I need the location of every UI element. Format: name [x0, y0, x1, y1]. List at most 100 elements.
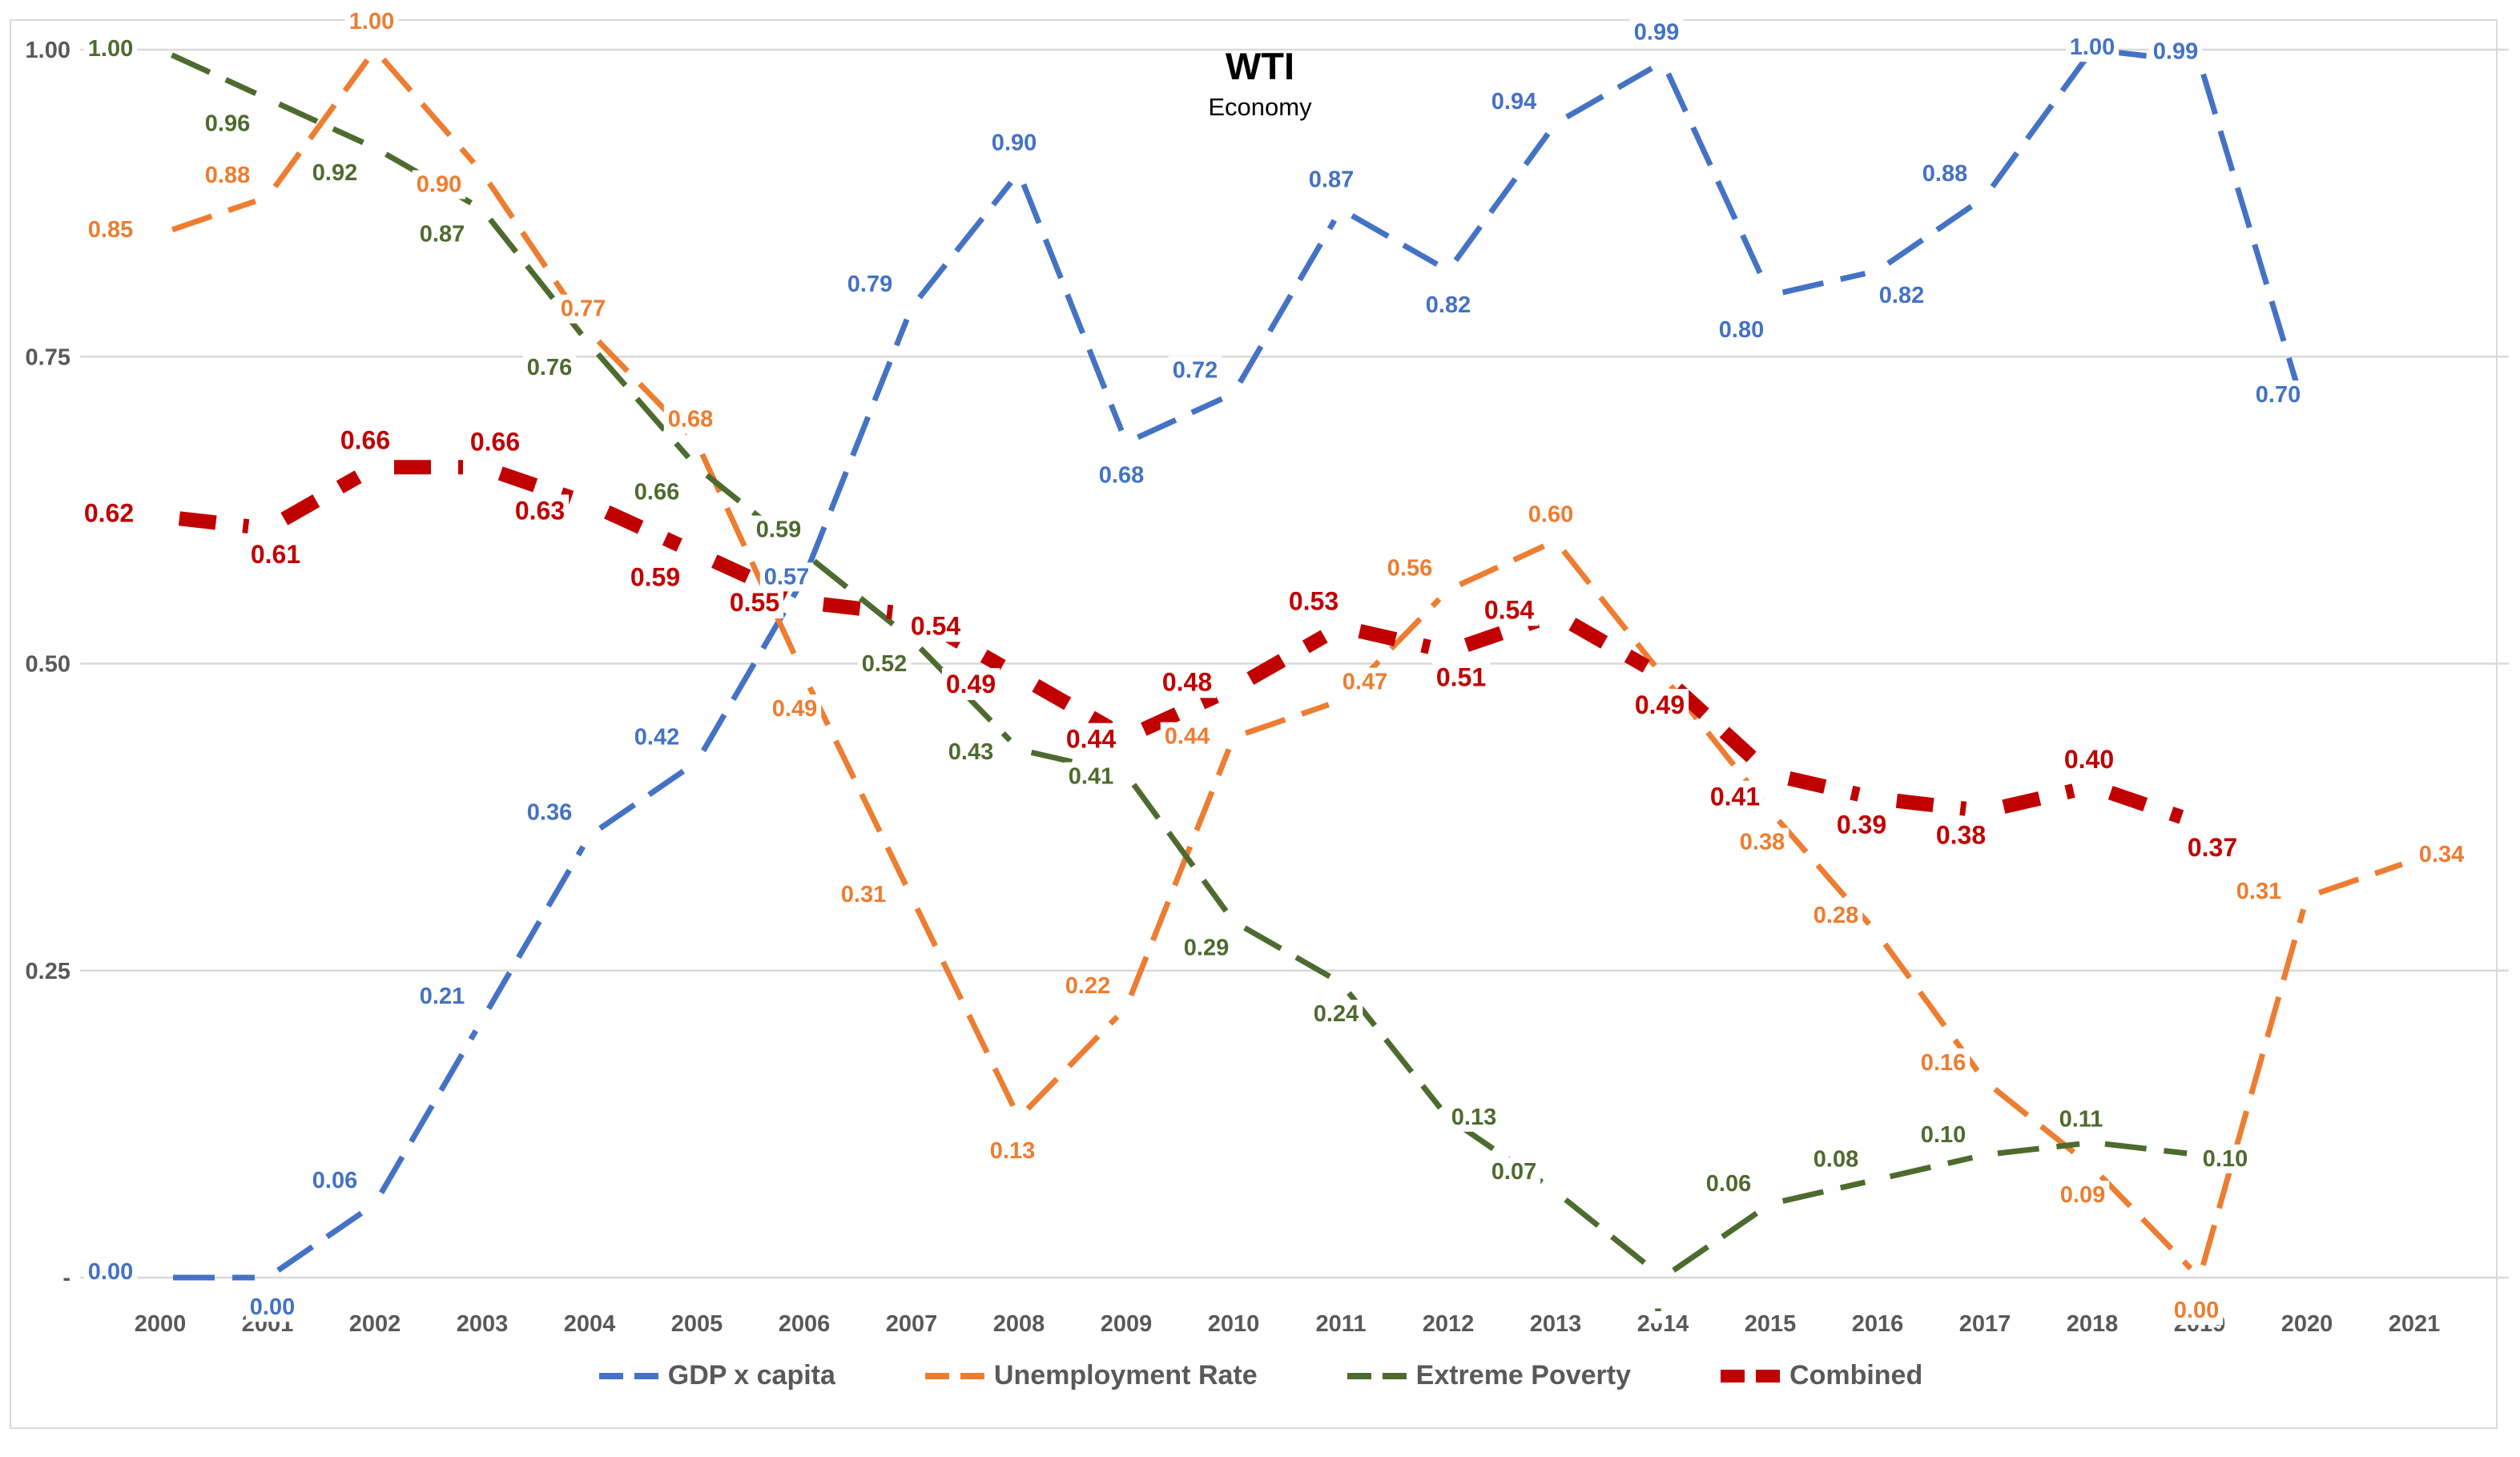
data-label: 0.68 — [1099, 463, 1144, 489]
data-label: 0.49 — [946, 670, 996, 698]
svg-text:2017: 2017 — [1959, 1311, 2011, 1337]
data-label: 0.29 — [1184, 936, 1229, 961]
svg-text:2008: 2008 — [993, 1311, 1045, 1337]
svg-text:2012: 2012 — [1423, 1311, 1475, 1337]
data-label: 0.34 — [2419, 842, 2464, 867]
svg-text:2000: 2000 — [135, 1311, 187, 1337]
data-label: 0.49 — [772, 696, 817, 722]
svg-text:2011: 2011 — [1316, 1311, 1367, 1337]
data-label: 0.13 — [990, 1138, 1035, 1164]
data-label: 0.49 — [1635, 690, 1685, 719]
svg-text:1.00: 1.00 — [26, 38, 70, 63]
data-label: 0.59 — [630, 563, 680, 592]
data-label: 0.55 — [730, 588, 779, 617]
chart-frame — [10, 19, 2498, 1429]
data-label: 0.00 — [250, 1294, 295, 1320]
data-label: 0.38 — [1740, 830, 1785, 855]
legend-marker-combined — [1721, 1369, 1782, 1383]
svg-text:-: - — [62, 1266, 70, 1291]
data-label: 0.76 — [527, 355, 572, 380]
svg-text:2013: 2013 — [1530, 1311, 1582, 1337]
data-label: 0.37 — [2188, 833, 2237, 862]
data-label: 0.87 — [420, 221, 465, 247]
data-label: 0.08 — [1814, 1147, 1858, 1173]
data-label: 0.82 — [1426, 292, 1471, 318]
data-labels-gdp-x-capita: 0.00 0.00 0.06 0.21 0.36 0.42 0.57 0.79 0.90 0.68… — [83, 18, 2305, 1322]
svg-text:2004: 2004 — [564, 1311, 616, 1337]
data-label: 0.61 — [251, 540, 300, 569]
data-label: 0.39 — [1837, 810, 1886, 839]
svg-text:0.75: 0.75 — [26, 344, 70, 370]
data-label: 0.10 — [2203, 1146, 2248, 1172]
svg-text:2010: 2010 — [1208, 1311, 1260, 1337]
data-label: 0.85 — [88, 217, 133, 243]
data-label: 0.43 — [948, 739, 993, 765]
svg-text:2021: 2021 — [2389, 1311, 2441, 1337]
data-label: 0.60 — [1528, 501, 1573, 527]
data-label: 0.31 — [2236, 879, 2281, 904]
legend-item-unemployment-rate: Unemployment Rate — [924, 1360, 1258, 1391]
data-label: 0.66 — [634, 479, 679, 505]
data-label: 0.66 — [470, 427, 520, 456]
svg-text:2005: 2005 — [671, 1311, 723, 1337]
data-label: 0.80 — [1719, 317, 1764, 343]
data-label: 0.62 — [84, 499, 134, 528]
data-label: 0.63 — [515, 496, 565, 525]
svg-text:2002: 2002 — [349, 1311, 401, 1337]
data-label: 0.77 — [561, 296, 606, 322]
svg-text:2018: 2018 — [2067, 1311, 2119, 1337]
svg-text:0.25: 0.25 — [26, 959, 70, 984]
data-label: 0.44 — [1066, 725, 1116, 754]
data-label: 0.38 — [1936, 821, 1986, 850]
svg-text:0.50: 0.50 — [26, 652, 70, 678]
data-label: 0.54 — [911, 611, 960, 640]
data-label: 0.41 — [1069, 764, 1113, 790]
data-label: 0.92 — [312, 160, 357, 186]
data-label: 0.42 — [634, 724, 679, 750]
svg-text:2016: 2016 — [1852, 1311, 1904, 1337]
data-label: 0.47 — [1343, 670, 1387, 695]
legend-marker-gdp-x-capita — [598, 1372, 660, 1379]
data-label: 0.79 — [847, 272, 892, 297]
data-label: 0.11 — [2059, 1107, 2103, 1133]
data-label: 0.13 — [1451, 1105, 1496, 1130]
legend-item-extreme-poverty: Extreme Poverty — [1346, 1360, 1631, 1391]
data-label: 0.09 — [2060, 1182, 2105, 1208]
data-label: 0.56 — [1387, 556, 1432, 582]
x-axis-labels: 2000 2001 2002 2003 2004 2005 2006 2007 2008 2009… — [135, 1311, 2441, 1337]
svg-text:2007: 2007 — [886, 1311, 938, 1337]
data-label: 0.31 — [841, 882, 886, 908]
data-label: 0.06 — [312, 1168, 357, 1193]
legend-item-gdp-x-capita: GDP x capita — [598, 1360, 835, 1391]
svg-text:2020: 2020 — [2281, 1311, 2333, 1337]
data-labels-extreme-poverty: 1.00 0.96 0.92 0.87 0.76 0.66 0.59 0.52 0.43 0.41… — [83, 34, 2252, 1324]
data-labels-combined: 0.62 0.61 0.66 0.66 0.63 0.59 0.55 0.54 0.49 0.44… — [79, 424, 2242, 863]
data-label: 0.82 — [1879, 283, 1924, 308]
data-label: 0.10 — [1921, 1122, 1966, 1148]
data-label: 0.54 — [1484, 595, 1534, 624]
data-label: 0.22 — [1065, 973, 1110, 999]
data-label: 0.66 — [340, 425, 390, 454]
data-label: 0.59 — [756, 517, 801, 543]
data-label: 1.00 — [88, 36, 133, 62]
data-label: 0.28 — [1814, 903, 1858, 928]
data-label: 1.00 — [2070, 34, 2115, 60]
legend-marker-extreme-poverty — [1347, 1372, 1408, 1379]
svg-text:2006: 2006 — [779, 1311, 831, 1337]
legend-label: Extreme Poverty — [1415, 1360, 1632, 1391]
data-label: 0.70 — [2256, 382, 2301, 408]
legend-label: Combined — [1789, 1360, 1923, 1391]
data-label: 0.51 — [1436, 662, 1486, 691]
data-label: - — [1654, 1296, 1662, 1322]
legend-marker-unemployment-rate — [924, 1372, 986, 1379]
data-label: 0.88 — [1922, 161, 1967, 187]
series-gdp-x-capita — [173, 48, 2306, 1281]
data-label: 0.00 — [88, 1259, 133, 1285]
data-label: 0.00 — [2174, 1298, 2219, 1323]
data-label: 0.68 — [668, 407, 713, 433]
data-label: 0.21 — [420, 984, 465, 1009]
data-label: 0.90 — [992, 130, 1037, 155]
svg-text:2015: 2015 — [1745, 1311, 1797, 1337]
data-label: 0.16 — [1921, 1050, 1966, 1076]
